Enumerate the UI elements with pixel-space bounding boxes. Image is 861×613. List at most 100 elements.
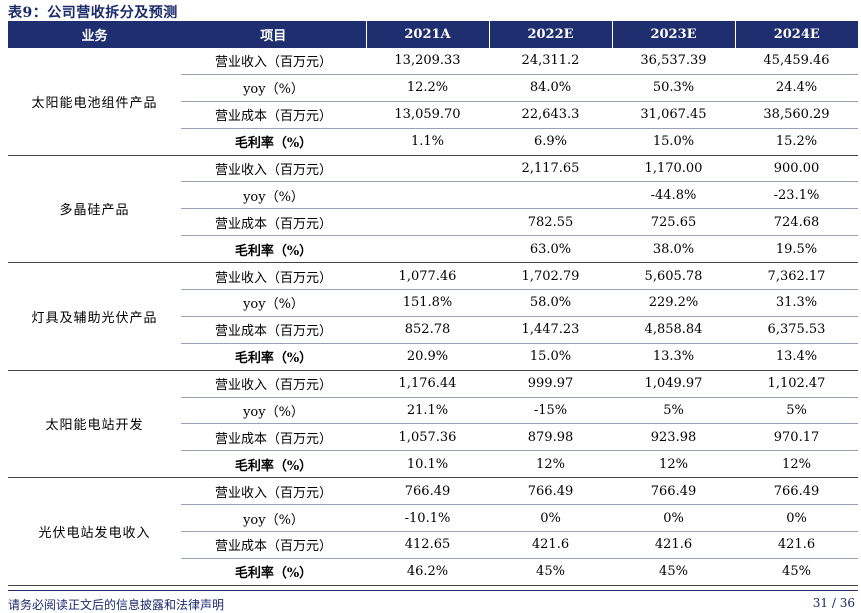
value-cell: -15% bbox=[489, 397, 612, 425]
value-cell: 31.3% bbox=[735, 289, 858, 317]
row-item-label: yoy（%） bbox=[181, 181, 366, 210]
value-cell: -23.1% bbox=[735, 181, 858, 210]
value-cell: 970.17 bbox=[735, 423, 858, 452]
value-cell: 229.2% bbox=[612, 289, 735, 317]
header-segment: 业务 bbox=[8, 21, 181, 48]
value-cell: 45% bbox=[489, 558, 612, 586]
value-cell: 46.2% bbox=[366, 558, 489, 586]
value-cell: 766.49 bbox=[489, 477, 612, 506]
row-item-label: 营业收入（百万元） bbox=[181, 477, 366, 506]
value-cell: 45,459.46 bbox=[735, 48, 858, 75]
value-cell: 766.49 bbox=[612, 477, 735, 506]
value-cell bbox=[366, 235, 489, 264]
value-cell: 31,067.45 bbox=[612, 101, 735, 129]
value-cell: 421.6 bbox=[489, 531, 612, 559]
row-item-label: yoy（%） bbox=[181, 74, 366, 102]
value-cell: 20.9% bbox=[366, 343, 489, 371]
value-cell: 879.98 bbox=[489, 423, 612, 452]
row-item-label: 营业成本（百万元） bbox=[181, 208, 366, 237]
footer-divider bbox=[8, 590, 858, 591]
value-cell: -44.8% bbox=[612, 181, 735, 210]
table-row: yoy（%） -44.8% -23.1% bbox=[8, 181, 858, 210]
value-cell: 21.1% bbox=[366, 397, 489, 425]
value-cell: -10.1% bbox=[366, 504, 489, 533]
header-row: 业务 项目 2021A 2022E 2023E 2024E bbox=[8, 21, 858, 48]
page-number: 31 / 36 bbox=[812, 596, 855, 610]
table-row: 多晶硅产品 营业收入（百万元） 2,117.65 1,170.00 900.00 bbox=[8, 155, 858, 264]
value-cell: 151.8% bbox=[366, 289, 489, 317]
value-cell: 12% bbox=[489, 450, 612, 479]
value-cell: 1,049.97 bbox=[612, 370, 735, 398]
table-row: 毛利率（%） 20.9% 15.0% 13.3% 13.4% bbox=[8, 343, 858, 371]
value-cell: 22,643.3 bbox=[489, 101, 612, 129]
table-row: 营业成本（百万元） 852.78 1,447.23 4,858.84 6,375.53 bbox=[8, 316, 858, 344]
table-row: 营业成本（百万元） 412.65 421.6 421.6 421.6 bbox=[8, 531, 858, 559]
value-cell bbox=[366, 181, 489, 210]
value-cell: 421.6 bbox=[612, 531, 735, 559]
row-item-label: 营业成本（百万元） bbox=[181, 101, 366, 129]
value-cell: 0% bbox=[735, 504, 858, 533]
row-item-label: 毛利率（%） bbox=[181, 128, 366, 156]
value-cell: 13,209.33 bbox=[366, 48, 489, 75]
segment-name: 太阳能电池组件产品 bbox=[8, 48, 181, 156]
row-item-label: 营业成本（百万元） bbox=[181, 531, 366, 559]
table-row: 光伏电站发电收入 营业收入（百万元） 766.49 766.49 766.49 766.4… bbox=[8, 477, 858, 586]
row-item-label: 营业收入（百万元） bbox=[181, 48, 366, 75]
value-cell: 923.98 bbox=[612, 423, 735, 452]
value-cell: 0% bbox=[489, 504, 612, 533]
footer-disclaimer: 请务必阅读正文后的信息披露和法律声明 bbox=[8, 598, 225, 612]
row-item-label: 营业收入（百万元） bbox=[181, 370, 366, 398]
table-row: 营业成本（百万元） 1,057.36 879.98 923.98 970.17 bbox=[8, 423, 858, 452]
value-cell: 5% bbox=[612, 397, 735, 425]
value-cell: 50.3% bbox=[612, 74, 735, 102]
value-cell: 852.78 bbox=[366, 316, 489, 344]
value-cell: 19.5% bbox=[735, 235, 858, 264]
value-cell: 782.55 bbox=[489, 208, 612, 237]
value-cell: 1,176.44 bbox=[366, 370, 489, 398]
value-cell: 1.1% bbox=[366, 128, 489, 156]
value-cell: 58.0% bbox=[489, 289, 612, 317]
value-cell: 38.0% bbox=[612, 235, 735, 264]
header-2022e: 2022E bbox=[488, 21, 612, 48]
table-row: 毛利率（%） 63.0% 38.0% 19.5% bbox=[8, 235, 858, 264]
value-cell: 4,858.84 bbox=[612, 316, 735, 344]
value-cell: 38,560.29 bbox=[735, 101, 858, 129]
value-cell: 1,702.79 bbox=[489, 262, 612, 291]
row-item-label: 营业成本（百万元） bbox=[181, 423, 366, 452]
table-body: 太阳能电池组件产品 营业收入（百万元） 13,209.33 24,311.2 36,53… bbox=[8, 48, 858, 586]
header-2021a: 2021A bbox=[365, 21, 489, 48]
value-cell: 5% bbox=[735, 397, 858, 425]
row-item-label: 毛利率（%） bbox=[181, 558, 366, 586]
value-cell: 1,447.23 bbox=[489, 316, 612, 344]
value-cell: 63.0% bbox=[489, 235, 612, 264]
value-cell: 999.97 bbox=[489, 370, 612, 398]
value-cell bbox=[489, 181, 612, 210]
table-row: yoy（%） 151.8% 58.0% 229.2% 31.3% bbox=[8, 289, 858, 317]
segment-name: 多晶硅产品 bbox=[8, 155, 181, 264]
table-title: 表9：公司营收拆分及预测 bbox=[8, 5, 178, 21]
segment-name: 太阳能电站开发 bbox=[8, 370, 181, 479]
row-item-label: 毛利率（%） bbox=[181, 450, 366, 479]
table-row: yoy（%） 12.2% 84.0% 50.3% 24.4% bbox=[8, 74, 858, 102]
value-cell: 900.00 bbox=[735, 155, 858, 183]
segment-name: 灯具及辅助光伏产品 bbox=[8, 262, 181, 371]
value-cell: 12% bbox=[612, 450, 735, 479]
revenue-forecast-table: 业务 项目 2021A 2022E 2023E 2024E 太阳能电池组件产品营… bbox=[8, 21, 858, 586]
value-cell: 45% bbox=[735, 558, 858, 586]
value-cell: 5,605.78 bbox=[612, 262, 735, 291]
value-cell: 15.0% bbox=[489, 343, 612, 371]
table-row: 毛利率（%） 1.1% 6.9% 15.0% 15.2% bbox=[8, 128, 858, 156]
row-item-label: 营业收入（百万元） bbox=[181, 155, 366, 183]
row-item-label: yoy（%） bbox=[181, 397, 366, 425]
header-2024e: 2024E bbox=[734, 21, 858, 48]
value-cell: 24.4% bbox=[735, 74, 858, 102]
value-cell: 1,102.47 bbox=[735, 370, 858, 398]
value-cell: 6.9% bbox=[489, 128, 612, 156]
value-cell: 7,362.17 bbox=[735, 262, 858, 291]
table-row: 太阳能电池组件产品 营业收入（百万元） 13,209.33 24,311.2 36,53… bbox=[8, 48, 858, 156]
value-cell: 2,117.65 bbox=[489, 155, 612, 183]
header-2023e: 2023E bbox=[611, 21, 735, 48]
value-cell: 13.3% bbox=[612, 343, 735, 371]
value-cell: 15.0% bbox=[612, 128, 735, 156]
value-cell: 1,077.46 bbox=[366, 262, 489, 291]
